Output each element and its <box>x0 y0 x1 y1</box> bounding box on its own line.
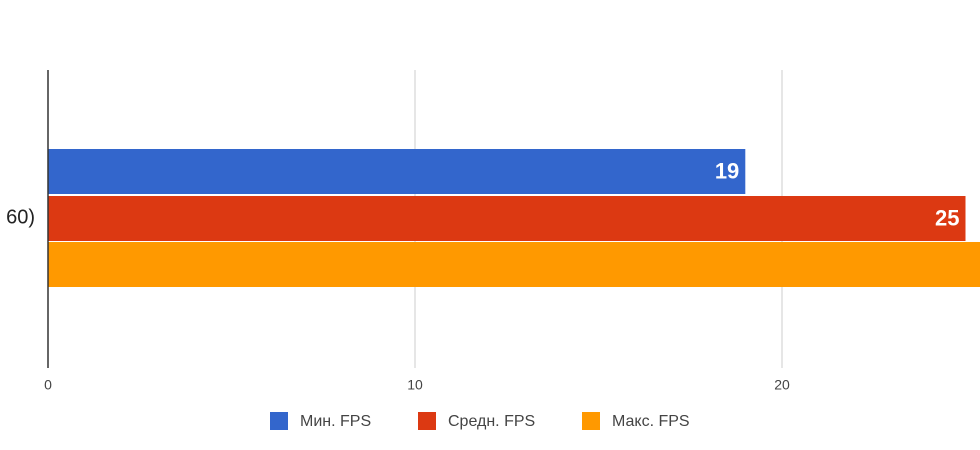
y-tick-label: 60) <box>6 206 35 228</box>
data-label: 19 <box>715 158 739 183</box>
bar <box>48 149 746 194</box>
legend-label: Макс. FPS <box>612 413 690 430</box>
x-tick-label: 10 <box>407 377 423 393</box>
x-tick-label: 0 <box>44 377 52 393</box>
data-label: 25 <box>935 205 959 230</box>
legend-label: Мин. FPS <box>300 413 371 430</box>
x-tick-label: 20 <box>774 377 790 393</box>
legend-swatch <box>270 412 288 430</box>
bar <box>48 196 966 241</box>
bar <box>48 242 980 287</box>
legend-swatch <box>418 412 436 430</box>
legend-label: Средн. FPS <box>448 413 535 430</box>
legend-swatch <box>582 412 600 430</box>
